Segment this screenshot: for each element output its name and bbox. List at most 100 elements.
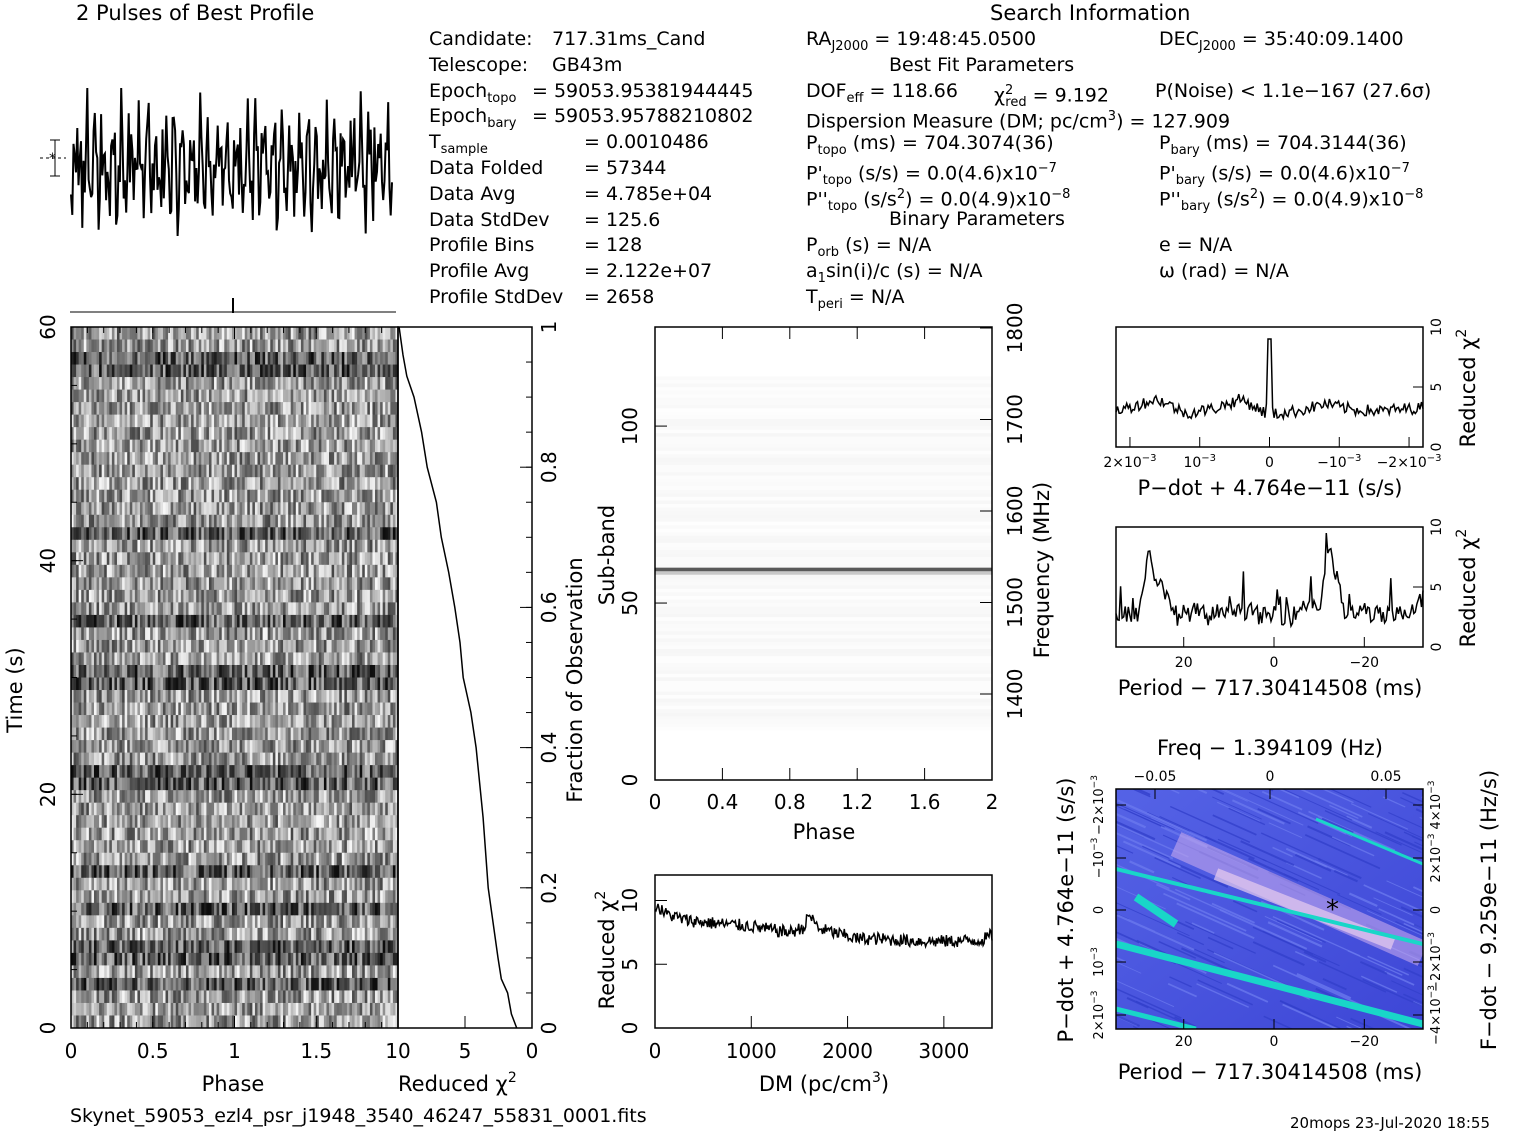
tp-cell (301, 465, 304, 478)
tp-cell (84, 627, 87, 640)
tp-cell (237, 803, 240, 816)
tp-cell (140, 377, 143, 390)
tp-cell (306, 678, 309, 691)
tp-cell (158, 452, 161, 465)
tp-cell (337, 502, 340, 515)
tp-cell (125, 703, 128, 716)
tp-cell (263, 665, 266, 678)
tp-cell (334, 402, 337, 415)
tp-cell (375, 502, 378, 515)
tp-cell (278, 615, 281, 628)
tp-cell (224, 515, 227, 528)
tp-cell (112, 452, 115, 465)
tp-cell (260, 778, 263, 791)
tp-cell (104, 615, 107, 628)
tp-cell (378, 652, 381, 665)
tp-cell (112, 327, 115, 340)
tp-cell (227, 715, 230, 728)
tp-cell (347, 753, 350, 766)
tp-cell (383, 728, 386, 741)
tp-cell (201, 465, 204, 478)
tp-cell (222, 565, 225, 578)
tp-cell (212, 465, 215, 478)
tp-cell (209, 515, 212, 528)
tp-cell (125, 753, 128, 766)
tp-cell (339, 790, 342, 803)
tp-cell (270, 440, 273, 453)
tp-cell (102, 452, 105, 465)
tp-cell (390, 790, 393, 803)
tp-cell (191, 590, 194, 603)
tp-cell (250, 753, 253, 766)
tp-cell (102, 427, 105, 440)
tp-cell (324, 665, 327, 678)
tp-cell (390, 465, 393, 478)
tp-cell (155, 565, 158, 578)
tp-cell (388, 490, 391, 503)
tp-cell (148, 327, 151, 340)
tp-cell (94, 377, 97, 390)
tp-cell (247, 740, 250, 753)
tp-cell (91, 427, 94, 440)
tp-cell (117, 352, 120, 365)
tp-cell (227, 365, 230, 378)
tp-cell (120, 540, 123, 553)
tp-cell (99, 715, 102, 728)
tp-cell (298, 552, 301, 565)
tp-cell (235, 577, 238, 590)
tp-cell (212, 402, 215, 415)
tp-cell (352, 352, 355, 365)
tp-cell (378, 627, 381, 640)
tp-cell (268, 577, 271, 590)
tp-cell (324, 340, 327, 353)
tp-cell (235, 715, 238, 728)
tp-cell (298, 565, 301, 578)
tp-cell (104, 740, 107, 753)
tp-cell (247, 577, 250, 590)
tp-cell (393, 415, 396, 428)
tp-cell (135, 652, 138, 665)
tp-cell (357, 527, 360, 540)
tp-cell (94, 390, 97, 403)
tp-cell (102, 803, 105, 816)
tp-cell (214, 352, 217, 365)
tp-cell (378, 753, 381, 766)
tp-cell (97, 703, 100, 716)
tp-cell (114, 790, 117, 803)
tp-cell (362, 778, 365, 791)
tp-cell (109, 515, 112, 528)
tp-cell (206, 440, 209, 453)
tp-cell (163, 515, 166, 528)
tp-cell (114, 565, 117, 578)
tp-cell (229, 402, 232, 415)
tp-cell (321, 427, 324, 440)
tp-cell (334, 527, 337, 540)
tp-cell (270, 640, 273, 653)
tp-cell (334, 652, 337, 665)
tp-cell (339, 652, 342, 665)
tp-cell (390, 365, 393, 378)
tp-cell (76, 678, 79, 691)
tp-cell (275, 502, 278, 515)
tp-cell (265, 540, 268, 553)
tp-cell (125, 665, 128, 678)
tp-cell (204, 803, 207, 816)
tp-cell (329, 577, 332, 590)
tp-cell (94, 602, 97, 615)
tp-cell (201, 502, 204, 515)
tp-cell (235, 540, 238, 553)
tp-cell (209, 440, 212, 453)
tp-cell (255, 765, 258, 778)
tp-cell (79, 652, 82, 665)
tp-cell (357, 427, 360, 440)
tp-cell (86, 602, 89, 615)
tp-cell (339, 778, 342, 791)
tp-cell (114, 627, 117, 640)
tp-cell (278, 703, 281, 716)
tp-cell (86, 790, 89, 803)
tp-cell (153, 765, 156, 778)
tp-cell (104, 390, 107, 403)
tp-cell (347, 515, 350, 528)
tp-cell (273, 390, 276, 403)
tp-cell (332, 365, 335, 378)
